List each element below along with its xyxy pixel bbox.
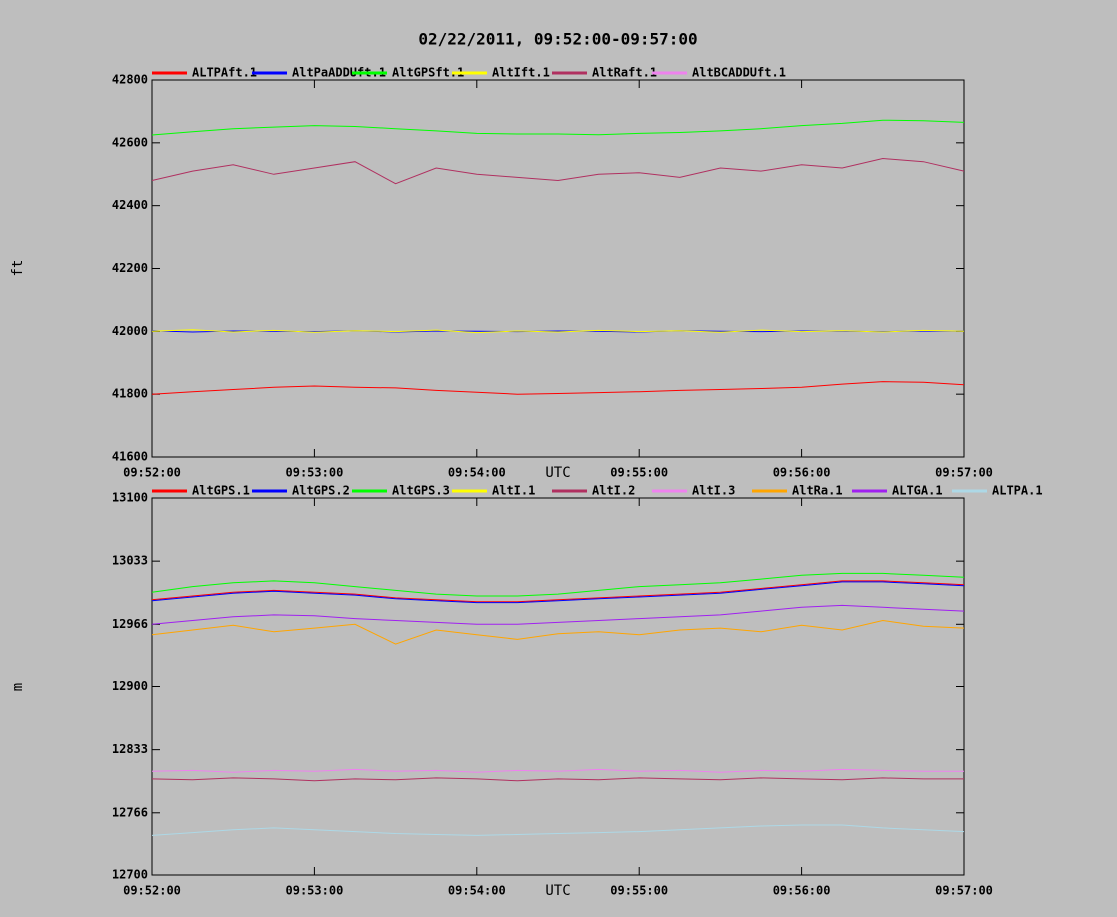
x-tick-label: 09:55:00 xyxy=(610,884,668,898)
x-tick-label: 09:55:00 xyxy=(610,466,668,480)
y-tick-label: 12833 xyxy=(112,742,148,756)
x-tick-label: 09:52:00 xyxy=(123,884,181,898)
x-tick-label: 09:53:00 xyxy=(286,884,344,898)
y-tick-label: 42200 xyxy=(112,261,148,275)
series-line xyxy=(151,580,965,603)
plot-frame xyxy=(151,79,965,458)
legend-label: AltI.1 xyxy=(492,484,535,498)
legend-label: AltPaADDUft.1 xyxy=(292,66,386,80)
x-tick-label: 09:57:00 xyxy=(935,466,993,480)
series-line xyxy=(151,157,965,185)
plot-frame xyxy=(151,497,965,876)
series-line xyxy=(151,824,965,836)
series-line xyxy=(151,381,965,395)
x-tick-label: 09:54:00 xyxy=(448,884,506,898)
legend-label: AltIft.1 xyxy=(492,66,550,80)
y-tick-label: 12700 xyxy=(112,868,148,882)
series-line xyxy=(151,581,965,604)
legend-label: AltGPS.1 xyxy=(192,484,250,498)
y-tick-label: 42600 xyxy=(112,135,148,149)
y-tick-label: 12966 xyxy=(112,617,148,631)
series-line xyxy=(151,572,965,597)
chart-title: 02/22/2011, 09:52:00-09:57:00 xyxy=(418,30,697,49)
legend-label: ALTGA.1 xyxy=(892,484,943,498)
series-line xyxy=(151,329,965,334)
y-tick-label: 12900 xyxy=(112,679,148,693)
series-line xyxy=(151,777,964,782)
legend-label: ALTPAft.1 xyxy=(192,66,257,80)
legend-label: AltGPSft.1 xyxy=(392,66,464,80)
x-tick-label: 09:53:00 xyxy=(286,466,344,480)
x-tick-label: 09:56:00 xyxy=(773,466,831,480)
legend-label: AltRaft.1 xyxy=(592,66,657,80)
legend-label: AltGPS.2 xyxy=(292,484,350,498)
y-tick-label: 42000 xyxy=(112,324,148,338)
series-line xyxy=(151,604,965,625)
series-line xyxy=(151,768,964,773)
y-tick-label: 13100 xyxy=(112,491,148,505)
y-tick-label: 13033 xyxy=(112,554,148,568)
x-tick-label: 09:56:00 xyxy=(773,884,831,898)
legend-label: AltBCADDUft.1 xyxy=(692,66,786,80)
x-tick-label: 09:57:00 xyxy=(935,884,993,898)
y-tick-label: 42800 xyxy=(112,73,148,87)
y-tick-label: 12766 xyxy=(112,805,148,819)
legend-label: AltI.2 xyxy=(592,484,635,498)
y-tick-label: 42400 xyxy=(112,198,148,212)
x-tick-label: 09:54:00 xyxy=(448,466,506,480)
x-axis-label: UTC xyxy=(545,883,570,899)
series-line xyxy=(151,619,965,645)
y-axis-label: ft xyxy=(10,260,26,277)
legend-label: ALTPA.1 xyxy=(992,484,1043,498)
y-axis-label: m xyxy=(10,683,26,691)
legend-label: AltRa.1 xyxy=(792,484,843,498)
y-tick-label: 41800 xyxy=(112,387,148,401)
legend-label: AltGPS.3 xyxy=(392,484,450,498)
x-tick-label: 09:52:00 xyxy=(123,466,181,480)
legend-label: AltI.3 xyxy=(692,484,735,498)
series-line xyxy=(151,119,965,136)
y-tick-label: 41600 xyxy=(112,450,148,464)
x-axis-label: UTC xyxy=(545,465,570,481)
